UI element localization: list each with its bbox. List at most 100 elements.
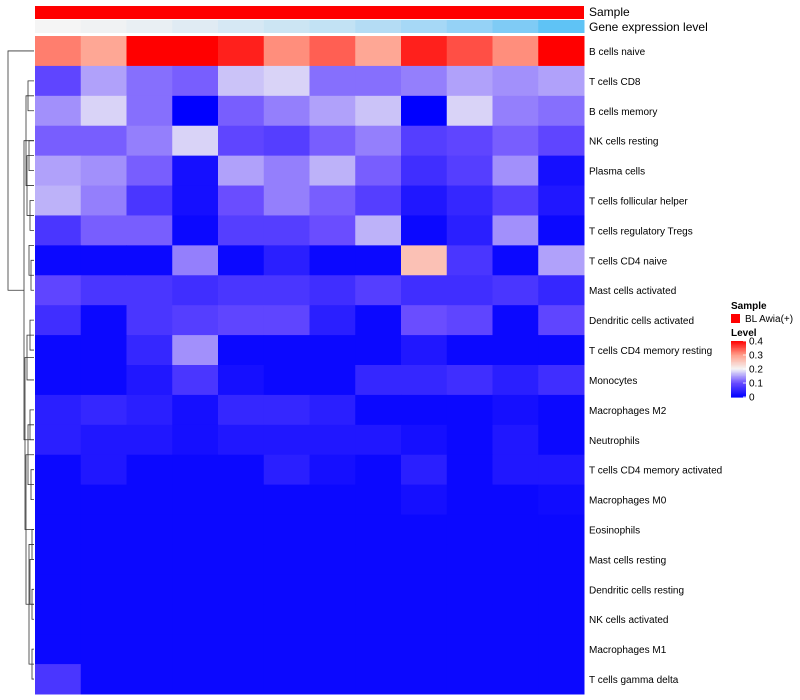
heatmap-cell (446, 604, 493, 635)
heatmap-cell (126, 185, 173, 216)
heatmap-cell (80, 484, 127, 516)
legend-colorbar-segment (731, 377, 746, 380)
heatmap-cell (172, 664, 219, 695)
heatmap-cell (263, 394, 310, 426)
heatmap-cell (80, 604, 127, 635)
legend-colorbar-segment (731, 388, 746, 391)
heatmap-cell (309, 544, 356, 575)
heatmap-cell (538, 305, 585, 336)
legend-colorbar-segment (731, 352, 746, 355)
heatmap-cell (263, 574, 310, 605)
heatmap-cells (35, 36, 585, 695)
heatmap-cell (218, 544, 265, 575)
level-legend-colorbar (731, 341, 746, 398)
heatmap-cell (35, 335, 82, 366)
heatmap-cell (309, 125, 356, 157)
legend-tick-label: 0.1 (749, 379, 763, 390)
heatmap-cell (309, 335, 356, 366)
legend-colorbar-segment (731, 364, 746, 367)
heatmap-cell (309, 95, 356, 127)
heatmap-cell (35, 65, 82, 97)
heatmap-cell (401, 634, 448, 665)
row-label: T cells follicular helper (589, 197, 688, 208)
row-label: T cells CD4 naive (589, 256, 668, 267)
heatmap-cell (309, 604, 356, 635)
heatmap-cell (218, 125, 265, 157)
heatmap-cell (35, 245, 82, 276)
heatmap-cell (309, 215, 356, 246)
heatmap-cell (492, 664, 539, 695)
legend-colorbar-segment (731, 349, 746, 352)
heatmap-cell (492, 335, 539, 366)
expression-annotation-cell (538, 20, 585, 33)
heatmap-cell (263, 185, 310, 216)
heatmap-cell (35, 454, 82, 486)
heatmap-cell (172, 65, 219, 97)
heatmap-cell (263, 484, 310, 516)
legend-colorbar-segment (731, 366, 746, 369)
heatmap-cell (492, 424, 539, 456)
legend-colorbar-segment (731, 373, 746, 376)
legend-colorbar-segment (731, 359, 746, 362)
heatmap-cell (401, 335, 448, 366)
heatmap-cell (446, 484, 493, 516)
heatmap-cell (538, 514, 585, 545)
heatmap-cell (355, 574, 402, 605)
heatmap-cell (172, 335, 219, 366)
heatmap-cell (309, 664, 356, 695)
heatmap-cell (538, 245, 585, 276)
heatmap-cell (263, 155, 310, 187)
heatmap-cell (401, 125, 448, 157)
heatmap-cell (218, 335, 265, 366)
heatmap-cell (80, 245, 127, 276)
heatmap-cell (309, 365, 356, 396)
heatmap-cell (446, 634, 493, 665)
heatmap-cell (218, 664, 265, 695)
expression-annotation-cell (172, 20, 219, 33)
heatmap-cell (218, 424, 265, 456)
heatmap-cell (401, 95, 448, 127)
heatmap-cell (538, 574, 585, 605)
heatmap-cell (355, 275, 402, 306)
legend-tick-label: 0.4 (749, 337, 763, 348)
heatmap-cell (172, 215, 219, 246)
heatmap-cell (218, 215, 265, 246)
row-label: Mast cells resting (589, 555, 666, 566)
legend-colorbar-segment (731, 390, 746, 392)
heatmap-cell (355, 305, 402, 336)
heatmap-cell (492, 185, 539, 216)
heatmap-cell (355, 604, 402, 635)
legend-colorbar-segment (731, 385, 746, 388)
expression-annotation-cell (263, 20, 310, 33)
heatmap-cell (80, 305, 127, 336)
heatmap-cell (492, 514, 539, 545)
row-label: NK cells resting (589, 137, 658, 148)
row-label: B cells naive (589, 47, 646, 58)
heatmap-cell (172, 95, 219, 127)
heatmap-cell (492, 245, 539, 276)
heatmap-cell (263, 634, 310, 665)
heatmap-cell (401, 215, 448, 246)
legend-colorbar-segment (731, 378, 746, 381)
heatmap-cell (492, 634, 539, 665)
heatmap-cell (538, 604, 585, 635)
heatmap-cell (35, 634, 82, 665)
heatmap-cell (80, 185, 127, 216)
heatmap-cell (35, 514, 82, 545)
heatmap-cell (492, 95, 539, 127)
heatmap-cell (355, 514, 402, 545)
row-label: B cells memory (589, 107, 657, 118)
heatmap-cell (446, 544, 493, 575)
heatmap-cell (218, 484, 265, 516)
heatmap-cell (126, 514, 173, 545)
row-label: Eosinophils (589, 526, 640, 537)
heatmap-cell (172, 275, 219, 306)
legend-colorbar-segment (731, 348, 746, 350)
heatmap-cell (401, 664, 448, 695)
heatmap-cell (401, 275, 448, 306)
heatmap-cell (309, 514, 356, 545)
annotation-label-expression: Gene expression level (589, 20, 708, 34)
heatmap-cell (80, 275, 127, 306)
legend-colorbar-segment (731, 392, 746, 395)
